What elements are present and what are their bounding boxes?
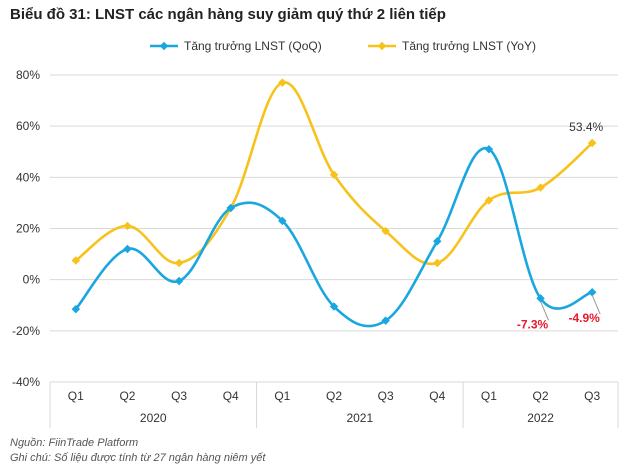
x-tick-label: Q3 [584,389,600,403]
data-point [587,287,597,297]
data-point [123,221,132,231]
y-tick-label: 60% [16,119,40,133]
data-point [536,294,545,303]
data-point [433,258,442,268]
legend-label: Tăng trưởng LNST (YoY) [402,39,536,53]
data-point [71,304,81,314]
series-line [75,81,594,266]
data-point [174,276,184,286]
x-tick-label: Q1 [68,389,84,403]
data-point [329,302,339,311]
callout-line [540,301,550,321]
year-label: 2020 [140,411,167,425]
footnote: Ghi chú: Số liệu được tính từ 27 ngân hà… [10,452,266,464]
x-tick-label: Q3 [378,389,394,403]
data-label: -4.9% [569,311,601,325]
data-point [329,170,339,180]
year-label: 2022 [527,411,554,425]
x-tick-label: Q1 [274,389,290,403]
y-tick-label: 0% [23,273,41,287]
data-point [484,196,494,205]
data-point [278,216,287,226]
data-label: 53.4% [569,120,603,134]
legend-marker [159,41,169,51]
data-point [381,316,390,325]
data-point [278,78,287,87]
x-tick-label: Q1 [481,389,497,403]
chart-title: Biểu đồ 31: LNST các ngân hàng suy giảm … [10,6,446,23]
data-point [71,256,81,265]
x-tick-label: Q4 [429,389,445,403]
callout-line [591,295,601,315]
legend-label: Tăng trưởng LNST (QoQ) [184,39,322,53]
data-point [226,203,235,213]
x-tick-label: Q2 [533,389,549,403]
y-tick-label: -40% [12,375,40,389]
y-tick-label: 40% [16,170,40,184]
line-chart: -40% -20% 0% 20% 40% 60% 80% 2020 2021 2022 Q1 Q2 Q3… [12,39,619,428]
data-point [174,258,184,268]
y-tick-label: 80% [16,68,40,82]
data-point [123,244,132,254]
source-note: Nguồn: FiinTrade Platform [10,437,139,449]
y-tick-label: -20% [12,324,40,338]
data-point [433,237,442,246]
year-label: 2021 [346,411,373,425]
x-tick-label: Q4 [223,389,239,403]
data-point [484,144,494,154]
legend-marker [377,41,387,51]
x-tick-label: Q3 [171,389,187,403]
data-label: -7.3% [517,317,549,331]
data-point [381,226,390,236]
x-tick-label: Q2 [119,389,135,403]
y-tick-label: 20% [16,222,40,236]
x-tick-label: Q2 [326,389,342,403]
series-line [74,146,593,328]
